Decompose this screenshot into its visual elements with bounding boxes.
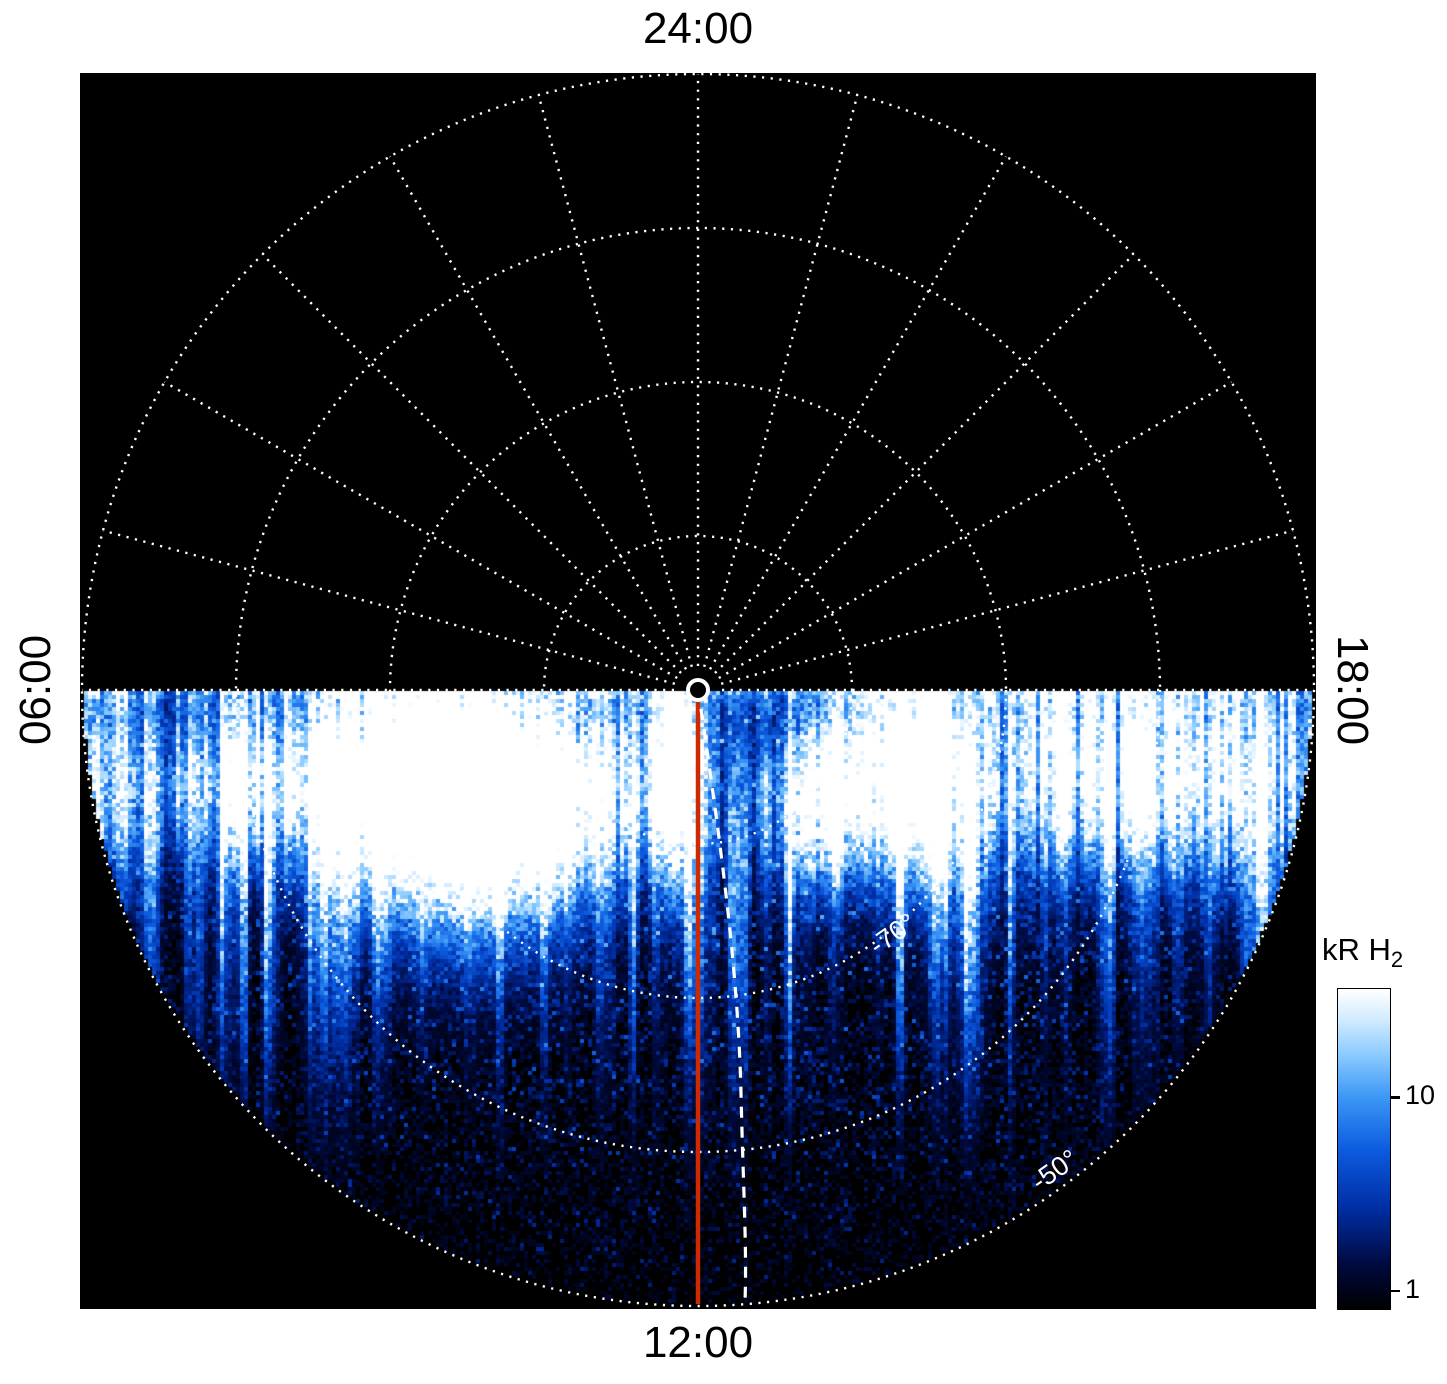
colorbar-tick-label: 1 bbox=[1405, 1273, 1421, 1304]
grid-svg bbox=[80, 73, 1316, 1308]
colorbar-title-main: kR H bbox=[1322, 932, 1391, 967]
colorbar-tick-mark bbox=[1391, 1289, 1400, 1293]
hour-label-0600: 06:00 bbox=[11, 634, 60, 746]
hour-label-1800: 18:00 bbox=[1328, 634, 1377, 746]
colorbar: 10 1 bbox=[1337, 988, 1447, 1310]
plot-area: -70° -50° bbox=[80, 73, 1316, 1309]
colorbar-tick-mark bbox=[1391, 1096, 1400, 1099]
colorbar-tick-label: 10 bbox=[1405, 1080, 1436, 1111]
colorbar-title-subscript: 2 bbox=[1390, 947, 1404, 973]
hour-label-2400: 24:00 bbox=[642, 4, 754, 53]
colorbar-title: kR H2 bbox=[1322, 932, 1403, 973]
hour-label-1200: 12:00 bbox=[642, 1318, 754, 1367]
colorbar-gradient bbox=[1337, 988, 1391, 1310]
